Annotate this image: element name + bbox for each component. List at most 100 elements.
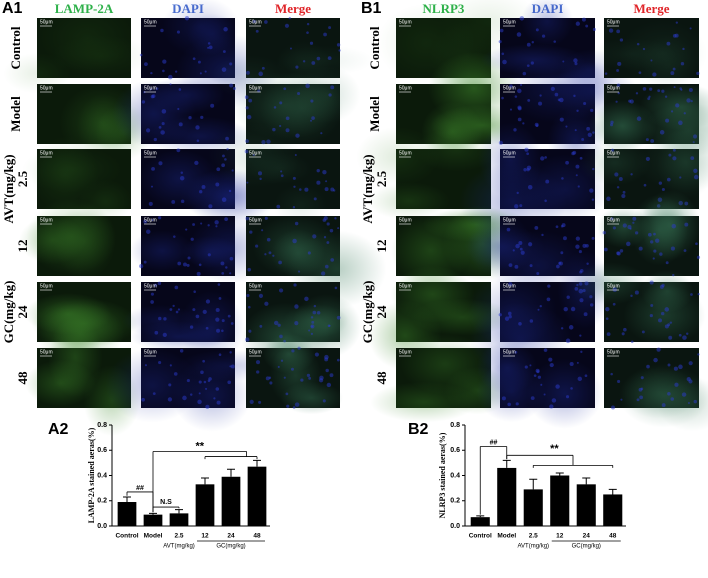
scale-bar-label: 50μm: [249, 283, 262, 289]
image-texture: [262, 334, 316, 374]
scale-bar-label: 50μm: [249, 85, 262, 91]
nucleus: [670, 397, 675, 401]
nucleus: [150, 300, 154, 304]
nucleus: [297, 91, 301, 96]
nucleus: [199, 72, 202, 75]
nucleus: [153, 137, 157, 142]
nucleus: [264, 20, 268, 24]
nucleus: [150, 185, 154, 188]
nucleus: [610, 148, 615, 152]
nucleus: [214, 220, 219, 225]
nucleus: [230, 364, 235, 369]
nucleus: [294, 402, 300, 407]
image-texture: [147, 76, 225, 115]
y-tick-label: 0.4: [97, 472, 107, 479]
nucleus: [667, 363, 671, 367]
scale-bar-label: 50μm: [399, 150, 412, 156]
nucleus: [592, 27, 596, 32]
nucleus: [617, 91, 620, 95]
y-tick-label: 0.2: [97, 498, 107, 505]
bar: [117, 502, 137, 526]
micrograph: 50μm: [105, 348, 287, 432]
nucleus: [606, 332, 611, 337]
y-tick-label: 0.4: [450, 472, 460, 479]
nucleus: [518, 241, 523, 246]
nucleus: [658, 318, 663, 323]
nucleus: [306, 22, 310, 26]
nucleus: [680, 88, 683, 91]
nucleus: [316, 180, 321, 185]
nucleus: [158, 316, 162, 321]
nucleus: [182, 395, 187, 401]
nucleus: [221, 272, 225, 275]
nucleus: [151, 218, 154, 222]
nucleus: [671, 223, 677, 229]
nucleus: [574, 129, 577, 132]
nucleus: [630, 294, 633, 298]
nucleus: [515, 402, 519, 406]
significance-label: N.S: [160, 499, 172, 506]
nucleus: [279, 124, 282, 128]
nucleus: [647, 97, 651, 101]
nucleus: [684, 222, 689, 227]
image-texture: [179, 290, 245, 364]
nucleus: [575, 21, 581, 26]
scale-bar-label: 50μm: [249, 19, 262, 25]
nucleus: [310, 332, 314, 335]
nucleus: [584, 374, 588, 378]
image-texture: [520, 0, 574, 48]
nucleus: [524, 147, 529, 152]
y-axis-label: LAMP-2A stained aeras(%): [87, 427, 96, 523]
nucleus: [678, 333, 682, 337]
nucleus: [661, 187, 665, 192]
image-texture: [280, 381, 343, 415]
nucleus: [284, 23, 290, 28]
group-label: AVT(mg/kg): [1, 154, 16, 223]
nucleus: [180, 199, 185, 204]
nucleus: [225, 266, 228, 269]
nucleus: [158, 161, 163, 166]
nucleus: [185, 228, 188, 231]
nucleus: [501, 396, 506, 401]
nucleus: [198, 380, 202, 384]
nucleus: [617, 61, 622, 66]
nucleus: [329, 373, 334, 378]
error-bar: [123, 496, 131, 503]
nucleus: [304, 187, 309, 192]
nucleus: [195, 125, 200, 130]
nucleus: [604, 72, 608, 75]
scale-bar-label: 50μm: [607, 19, 620, 25]
image-texture: [572, 262, 649, 305]
nucleus: [177, 107, 180, 111]
nucleus: [174, 285, 179, 290]
image-texture: [181, 235, 238, 268]
nucleus: [292, 406, 296, 409]
nucleus: [669, 321, 673, 324]
nucleus: [150, 88, 153, 91]
nucleus: [519, 83, 523, 87]
nucleus: [636, 116, 642, 121]
y-tick-label: 0.0: [450, 523, 460, 530]
nucleus: [674, 382, 679, 387]
nucleus: [316, 311, 321, 315]
nucleus: [530, 396, 535, 401]
nucleus: [559, 97, 564, 103]
nucleus: [526, 152, 530, 156]
nucleus: [549, 362, 554, 368]
significance-label: **: [196, 440, 205, 452]
x-tick-label: 2.5: [174, 533, 183, 540]
nucleus: [155, 87, 159, 91]
nucleus: [193, 290, 196, 293]
nucleus: [569, 361, 574, 367]
nucleus: [186, 263, 190, 267]
x-tick-label: 12: [556, 533, 564, 540]
nucleus: [514, 204, 519, 209]
nucleus: [228, 189, 232, 193]
nucleus: [583, 101, 587, 106]
nucleus: [195, 314, 200, 319]
nucleus: [308, 376, 312, 380]
image-texture: [122, 304, 199, 337]
row-label: Control: [367, 26, 382, 69]
nucleus: [205, 326, 209, 330]
nucleus: [555, 225, 559, 229]
